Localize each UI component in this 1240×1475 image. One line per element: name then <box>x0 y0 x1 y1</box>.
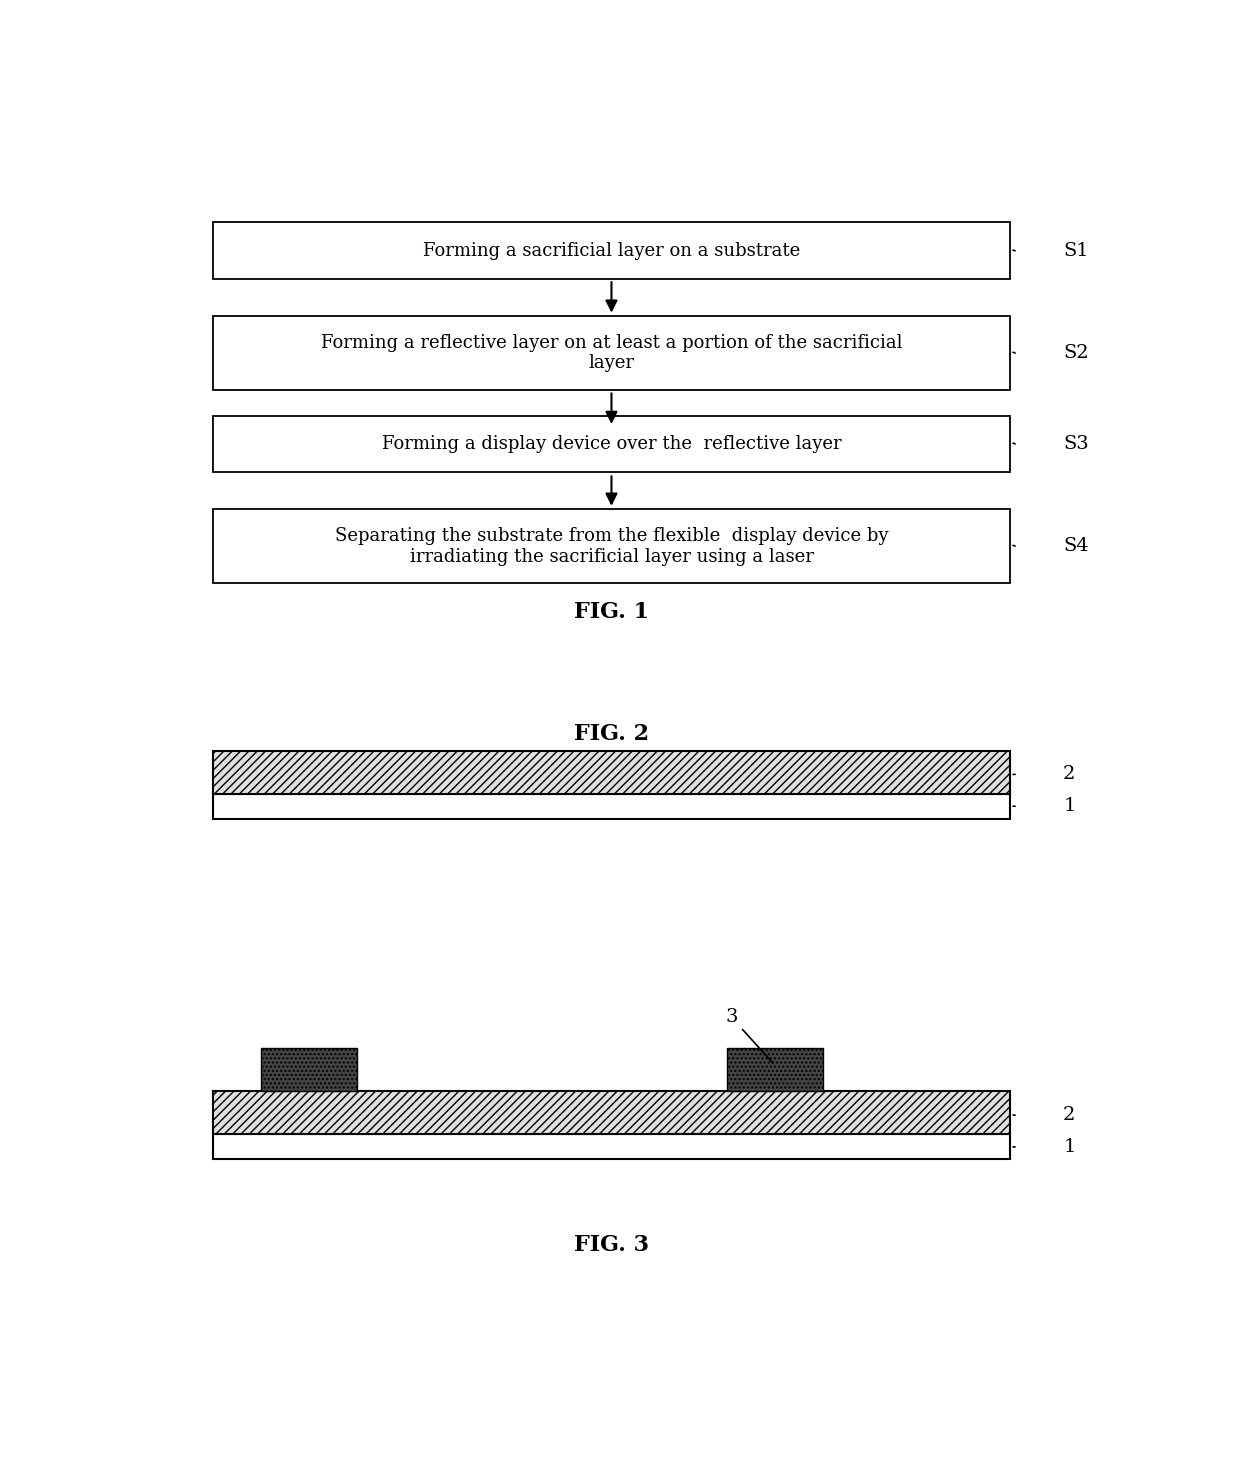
Text: S1: S1 <box>1063 242 1089 260</box>
Text: 3: 3 <box>725 1009 773 1063</box>
Bar <box>213 751 1011 794</box>
Bar <box>213 509 1011 583</box>
Bar <box>213 316 1011 389</box>
Text: S2: S2 <box>1063 344 1089 361</box>
Text: FIG. 2: FIG. 2 <box>574 723 649 745</box>
Text: FIG. 1: FIG. 1 <box>574 600 649 622</box>
Text: Forming a display device over the  reflective layer: Forming a display device over the reflec… <box>382 435 841 453</box>
Bar <box>213 1092 1011 1134</box>
Text: Forming a sacrificial layer on a substrate: Forming a sacrificial layer on a substra… <box>423 242 800 260</box>
Text: S3: S3 <box>1063 435 1089 453</box>
Text: 1: 1 <box>1063 796 1075 816</box>
Text: 2: 2 <box>1063 1106 1075 1124</box>
Text: Separating the substrate from the flexible  display device by
irradiating the sa: Separating the substrate from the flexib… <box>335 527 888 565</box>
Bar <box>213 416 1011 472</box>
Bar <box>727 1049 823 1092</box>
Bar <box>213 1134 1011 1159</box>
Bar <box>213 794 1011 819</box>
Bar <box>213 223 1011 279</box>
Text: 2: 2 <box>1063 766 1075 783</box>
Bar <box>260 1049 357 1092</box>
Text: Forming a reflective layer on at least a portion of the sacrificial
layer: Forming a reflective layer on at least a… <box>321 333 903 373</box>
Text: 1: 1 <box>1063 1137 1075 1156</box>
Text: S4: S4 <box>1063 537 1089 555</box>
Text: FIG. 3: FIG. 3 <box>574 1233 649 1255</box>
